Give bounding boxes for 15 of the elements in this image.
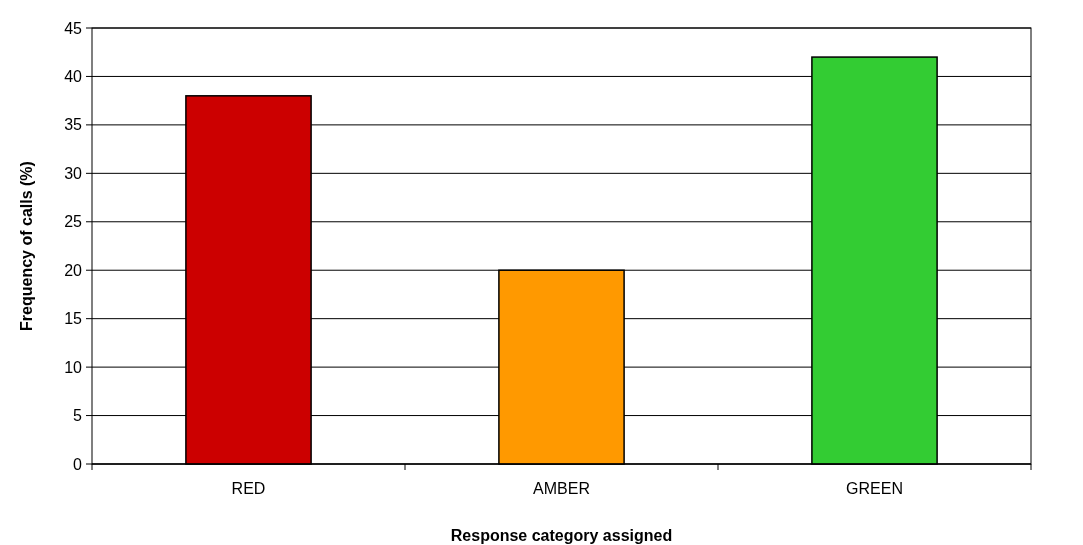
y-tick-label: 10 — [64, 358, 83, 376]
y-axis-title: Frequency of calls (%) — [18, 161, 35, 331]
y-tick-label: 5 — [73, 407, 83, 425]
y-tick-label: 20 — [64, 261, 83, 279]
x-axis-title: Response category assigned — [450, 527, 673, 544]
x-tick-label: RED — [231, 480, 266, 497]
x-tick-label: AMBER — [533, 480, 590, 497]
y-tick-label: 35 — [64, 116, 83, 134]
y-tick-label: 0 — [73, 455, 83, 473]
y-tick-label: 40 — [64, 68, 83, 86]
x-tick-label: GREEN — [846, 480, 903, 497]
y-tick-label: 30 — [64, 164, 83, 182]
y-tick-label: 45 — [64, 19, 83, 37]
y-tick-label: 25 — [64, 213, 83, 231]
y-tick-label: 15 — [64, 310, 83, 328]
